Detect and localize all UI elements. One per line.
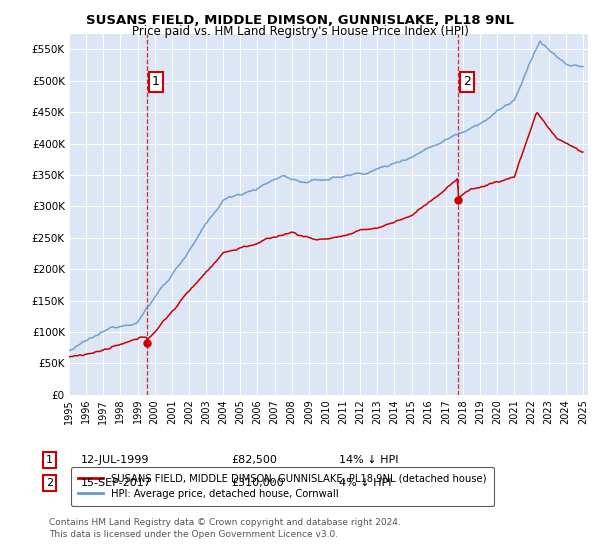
Text: 4% ↓ HPI: 4% ↓ HPI	[339, 478, 391, 488]
Text: £82,500: £82,500	[231, 455, 277, 465]
Text: 1: 1	[152, 76, 160, 88]
Text: SUSANS FIELD, MIDDLE DIMSON, GUNNISLAKE, PL18 9NL: SUSANS FIELD, MIDDLE DIMSON, GUNNISLAKE,…	[86, 14, 514, 27]
Text: 15-SEP-2017: 15-SEP-2017	[81, 478, 152, 488]
Text: 14% ↓ HPI: 14% ↓ HPI	[339, 455, 398, 465]
Legend: SUSANS FIELD, MIDDLE DIMSON, GUNNISLAKE, PL18 9NL (detached house), HPI: Average: SUSANS FIELD, MIDDLE DIMSON, GUNNISLAKE,…	[71, 466, 494, 506]
Text: Price paid vs. HM Land Registry's House Price Index (HPI): Price paid vs. HM Land Registry's House …	[131, 25, 469, 38]
Text: 2: 2	[46, 478, 53, 488]
Text: 12-JUL-1999: 12-JUL-1999	[81, 455, 149, 465]
Text: 2: 2	[463, 76, 471, 88]
Text: £310,000: £310,000	[231, 478, 284, 488]
Text: 1: 1	[46, 455, 53, 465]
Text: Contains HM Land Registry data © Crown copyright and database right 2024.
This d: Contains HM Land Registry data © Crown c…	[49, 518, 401, 539]
